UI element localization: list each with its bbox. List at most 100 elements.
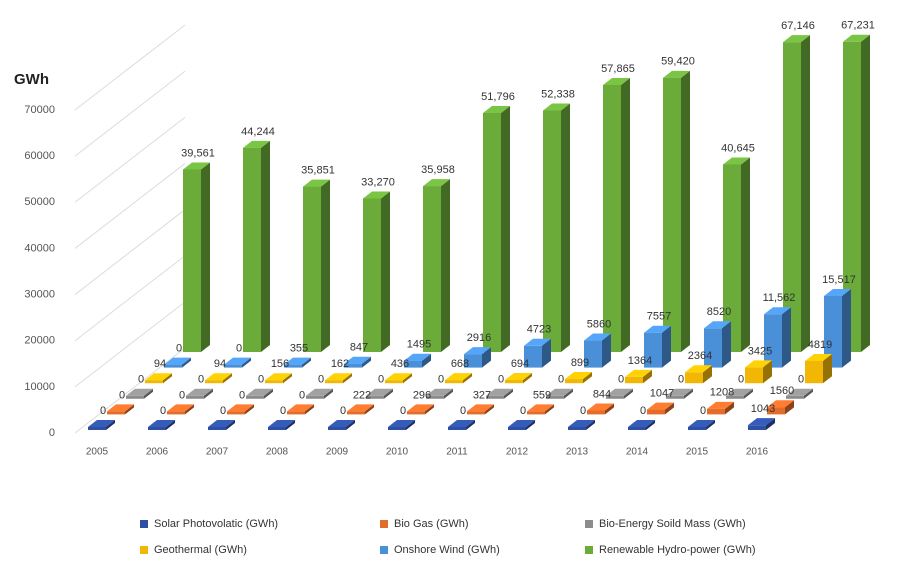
bar-top — [404, 353, 431, 361]
bar — [404, 360, 422, 368]
bar-3d — [663, 70, 690, 352]
bar — [224, 364, 242, 368]
bar — [448, 427, 466, 430]
bar-top — [325, 373, 352, 381]
bar-side — [245, 404, 254, 415]
legend-label: Onshore Wind (GWh) — [394, 544, 500, 556]
bar-top — [606, 388, 633, 396]
bar-3d — [767, 400, 794, 415]
value-label: 559 — [533, 389, 551, 401]
bar-3d — [303, 179, 330, 352]
value-label: 0 — [340, 405, 346, 417]
bar — [88, 427, 106, 430]
x-tick-label: 2012 — [506, 447, 529, 458]
bar — [625, 376, 643, 384]
value-label: 0 — [438, 374, 444, 386]
bar-top — [186, 388, 213, 396]
bar-side — [703, 365, 712, 384]
bar-side — [684, 388, 693, 399]
value-label: 0 — [700, 405, 706, 417]
value-label: 44,244 — [241, 126, 275, 138]
bar-3d — [186, 388, 213, 399]
bar-top — [224, 357, 251, 365]
grid-line — [74, 255, 186, 342]
bar-top — [363, 191, 390, 199]
bar — [306, 395, 324, 399]
bar — [685, 372, 703, 384]
legend-swatch — [585, 520, 593, 528]
bar — [344, 363, 362, 368]
bar-top — [587, 403, 614, 411]
bar-3d — [584, 333, 611, 368]
bar-side — [861, 34, 870, 353]
x-tick-label: 2009 — [326, 447, 349, 458]
legend-swatch — [380, 546, 388, 554]
bar-top — [764, 307, 791, 315]
bar-3d — [688, 420, 715, 430]
bar-3d — [205, 373, 232, 384]
value-label: 0 — [558, 374, 564, 386]
bar-3d — [824, 289, 851, 368]
y-tick-label: 60000 — [24, 150, 55, 162]
value-label: 668 — [451, 358, 469, 370]
bar-top — [843, 34, 870, 42]
legend-swatch — [140, 546, 148, 554]
bar-top — [306, 388, 333, 396]
bar-side — [741, 157, 750, 352]
bar-top — [767, 400, 794, 408]
bar-3d — [448, 420, 475, 430]
bar — [243, 147, 261, 352]
bar-3d — [606, 388, 633, 399]
bar-3d — [208, 420, 235, 430]
bar-3d — [328, 420, 355, 430]
bar-side — [302, 357, 311, 368]
bar-3d — [145, 373, 172, 384]
bar — [748, 425, 766, 430]
bar-top — [448, 420, 475, 427]
legend-swatch — [585, 546, 593, 554]
legend-label: Bio Gas (GWh) — [394, 518, 469, 530]
bar — [824, 296, 842, 368]
value-label: 52,338 — [541, 88, 575, 100]
bar — [764, 314, 782, 368]
legend-swatch — [380, 520, 388, 528]
bar-top — [164, 357, 191, 365]
bar-side — [646, 420, 655, 430]
bar — [126, 395, 144, 399]
bar-3d — [508, 420, 535, 430]
bar-side — [362, 356, 371, 368]
bar — [666, 395, 684, 399]
bar — [783, 42, 801, 353]
value-label: 1364 — [628, 355, 652, 367]
value-label: 3425 — [748, 345, 772, 357]
bar-top — [388, 420, 415, 427]
bar-3d — [268, 420, 295, 430]
bar-top — [505, 372, 532, 380]
bar-top — [205, 373, 232, 381]
bar-top — [524, 338, 551, 346]
bar-3d — [666, 388, 693, 399]
bar-side — [681, 70, 690, 352]
value-label: 0 — [239, 389, 245, 401]
x-tick-label: 2015 — [686, 447, 709, 458]
bar-3d — [628, 420, 655, 430]
bar-3d — [748, 418, 775, 430]
value-label: 67,146 — [781, 20, 815, 32]
bar-side — [406, 420, 415, 430]
x-tick-label: 2011 — [446, 447, 468, 458]
bar-top — [423, 179, 450, 187]
bar-3d — [546, 388, 573, 399]
value-label: 0 — [798, 374, 804, 386]
bar-side — [744, 388, 753, 399]
value-label: 0 — [176, 343, 182, 355]
bar — [325, 380, 343, 384]
value-label: 11,562 — [763, 292, 796, 304]
bar-top — [783, 35, 810, 43]
bar-top — [145, 373, 172, 381]
bar-side — [242, 357, 251, 368]
bar-3d — [284, 357, 311, 368]
bar — [524, 345, 542, 368]
value-label: 0 — [678, 374, 684, 386]
bar — [745, 367, 763, 384]
bar-side — [823, 353, 832, 384]
